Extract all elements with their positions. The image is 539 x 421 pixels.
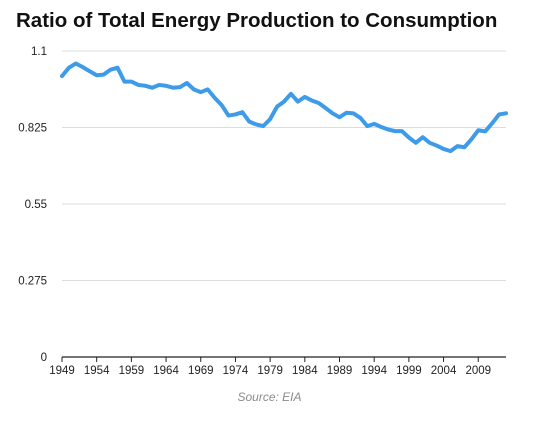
x-tick-label: 1954	[84, 365, 110, 377]
chart-title: Ratio of Total Energy Production to Cons…	[16, 9, 498, 32]
series-line	[60, 61, 508, 154]
y-tick-label: 0.275	[18, 276, 47, 288]
grid-lines	[62, 50, 506, 281]
x-tick-label: 1984	[292, 365, 318, 377]
x-tick-label: 1999	[396, 365, 422, 377]
y-tick-label: 0.825	[18, 123, 47, 135]
x-tick-label: 1959	[119, 365, 145, 377]
x-tick-label: 2004	[431, 365, 457, 377]
x-tick-label: 1949	[49, 365, 75, 377]
x-tick-label: 2009	[465, 365, 491, 377]
x-tick-label: 1994	[361, 365, 387, 377]
x-tick-labels: 1949 1954 1959 1964 1969 1974 1979 1984 1989 1994…	[49, 365, 491, 377]
x-tick-label: 1979	[257, 365, 283, 377]
series-layer	[60, 61, 508, 154]
x-tick-label: 1969	[188, 365, 214, 377]
x-axis	[61, 356, 506, 362]
x-tick-label: 1964	[153, 365, 179, 377]
source-note: Source: EIA	[237, 390, 302, 404]
y-tick-label: 1.1	[31, 46, 47, 58]
x-tick-label: 1989	[327, 365, 353, 377]
y-tick-label: 0.55	[25, 199, 47, 211]
y-tick-label: 0	[41, 352, 47, 364]
x-tick-label: 1974	[223, 365, 249, 377]
y-tick-labels: 0 0.275 0.55 0.825 1.1	[18, 46, 47, 364]
